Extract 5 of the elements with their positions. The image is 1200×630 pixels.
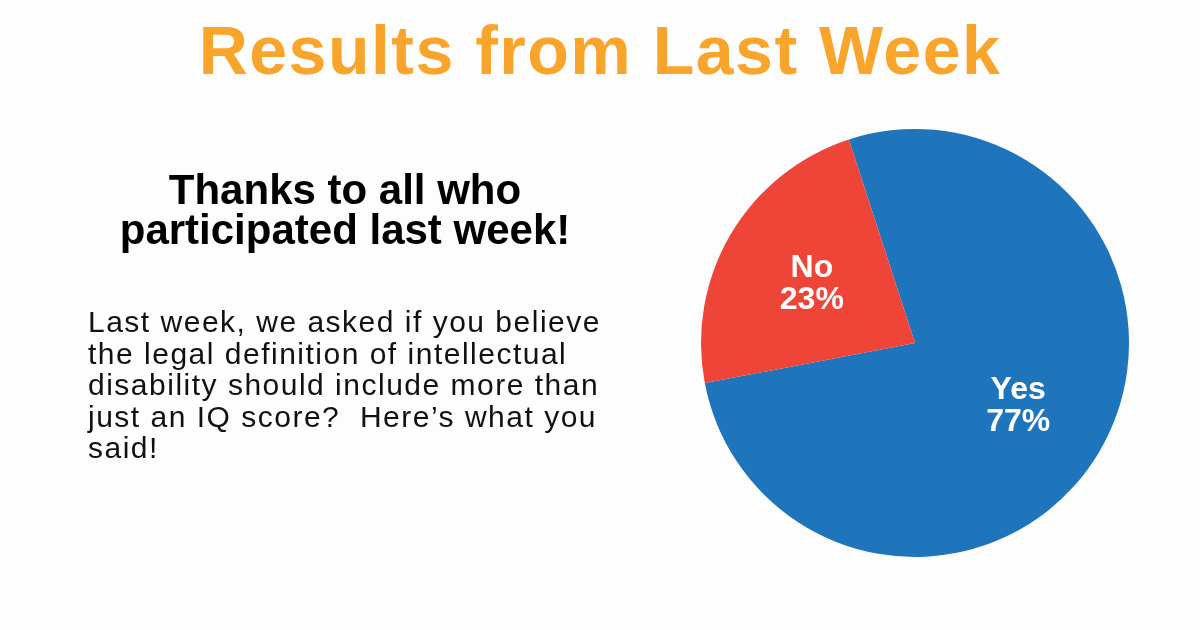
text: Thanks to all who participated last week! [118,166,572,253]
chart-title: Results from Last Week [197,11,1003,90]
text: Last week, we asked if you believe the legal definition of intellectual disability should include more than just an IQ score? Here’s what you said! [88,305,602,464]
pie-slice [704,129,1129,557]
pie-slice [701,139,915,384]
